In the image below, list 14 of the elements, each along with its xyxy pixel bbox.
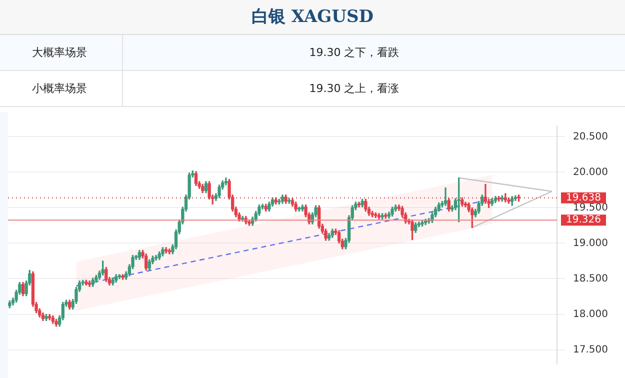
y-tick-label: 19.500 [573,202,608,214]
ref-line-label: 19.638 [566,192,601,204]
y-tick-label: 18.000 [573,308,608,320]
text: 19.30 之上，看涨 [122,70,625,106]
text: 19.30 之下，看跌 [122,35,625,70]
text: 大概率场景 [0,35,122,70]
ref-line-label: 19.326 [566,214,601,226]
chart-title: 白银 XAGUSD [0,0,625,35]
y-tick-label: 18.500 [573,273,608,284]
y-tick-label: 20.500 [573,131,608,142]
y-tick-label: 19.000 [573,238,608,249]
y-tick-label: 17.500 [573,344,608,356]
text: 小概率场景 [0,70,122,106]
y-tick-label: 20.000 [573,166,608,178]
